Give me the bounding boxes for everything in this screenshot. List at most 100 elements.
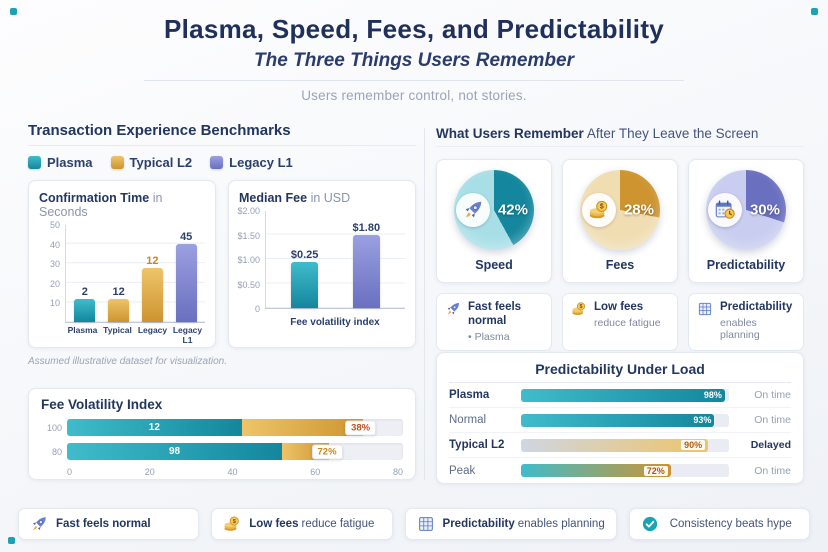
load-bar-track: 90% bbox=[521, 438, 729, 452]
rocket-icon bbox=[445, 301, 461, 317]
remember-title: What Users Remember After They Leave the… bbox=[436, 126, 804, 147]
load-bar-value: 93% bbox=[693, 415, 712, 425]
volatility-track: 98 72% bbox=[67, 443, 403, 460]
load-row: Peak 72% On time bbox=[449, 458, 791, 483]
bar-group: 12 bbox=[137, 225, 167, 322]
load-row-label: Peak bbox=[449, 464, 476, 477]
calendar-icon bbox=[708, 193, 742, 227]
donut-chart: 30% bbox=[706, 170, 786, 250]
footer-cards: Fast feels normal Low fees reduce fatigue… bbox=[18, 508, 810, 540]
note-title: Fast feels normal bbox=[468, 301, 522, 327]
grid-icon bbox=[417, 515, 435, 533]
load-bar-track: 72% bbox=[521, 464, 729, 477]
remember-title-sub: After They Leave the Screen bbox=[586, 126, 759, 141]
median-fee-chart: Median Fee in USD $2.00 $1.50 $1.00 $0.5… bbox=[228, 180, 416, 348]
x-tick: 0 bbox=[67, 467, 73, 477]
volatility-row: 100 12 38% bbox=[41, 419, 403, 436]
y-tick: 10 bbox=[49, 298, 60, 309]
column-divider bbox=[424, 128, 425, 480]
confirmation-bar-value: 45 bbox=[180, 231, 193, 244]
fee-bar-value: $0.25 bbox=[290, 248, 319, 261]
confirmation-bar-value: 12 bbox=[112, 285, 125, 298]
takeaway-card-fees: Low fees reduce fatigue bbox=[211, 508, 393, 540]
benchmarks-section: Transaction Experience Benchmarks Plasma… bbox=[28, 122, 416, 367]
rocket-icon bbox=[456, 193, 490, 227]
page-title: Plasma, Speed, Fees, and Predictability bbox=[163, 14, 665, 44]
note-item-speed: Fast feels normal • Plasma bbox=[436, 293, 552, 351]
takeaway-text: Fast feels normal bbox=[56, 518, 154, 530]
load-row: Typical L2 90% Delayed bbox=[449, 433, 791, 458]
load-title: Predictability Under Load bbox=[449, 361, 791, 383]
volatility-chip: 72% bbox=[311, 444, 343, 459]
plot-wrap: $2.00 $1.50 $1.00 $0.50 0 $0.25 bbox=[237, 206, 405, 314]
donut-label: Speed bbox=[475, 258, 513, 272]
load-bar-fill: 72% bbox=[521, 464, 671, 477]
plot-area: $0.25 $1.80 bbox=[265, 211, 405, 309]
legend-item-plasma: Plasma bbox=[28, 155, 93, 170]
load-bar-value: 90% bbox=[681, 440, 706, 450]
coins-icon bbox=[571, 301, 587, 317]
rocket-icon bbox=[30, 515, 48, 533]
y-tick: $0.50 bbox=[237, 279, 260, 290]
load-panel: Predictability Under Load Plasma 98% On … bbox=[436, 352, 804, 484]
coins-icon bbox=[223, 515, 241, 533]
takeaway-rest: Consistency beats hype bbox=[669, 518, 792, 530]
volatility-y-label: 100 bbox=[46, 422, 62, 433]
note-sub: • Plasma bbox=[468, 330, 510, 343]
x-tick: 80 bbox=[392, 467, 403, 477]
takeaway-bold: Predictability bbox=[442, 518, 515, 530]
takeaway-rest: enables planning bbox=[517, 518, 605, 530]
note-text: Predictability enables planning bbox=[720, 301, 795, 341]
bar-group: $0.25 bbox=[282, 211, 328, 308]
confirmation-bar bbox=[141, 267, 163, 322]
legend-swatch bbox=[28, 156, 41, 169]
legend-label: Plasma bbox=[47, 155, 93, 170]
remember-notes-row: Fast feels normal • Plasma Low fees redu… bbox=[436, 293, 804, 351]
y-tick: 40 bbox=[49, 239, 60, 250]
y-tick: $1.50 bbox=[237, 230, 260, 241]
y-tick: 0 bbox=[254, 304, 260, 314]
load-bar-fill: 98% bbox=[521, 388, 725, 402]
load-status: Delayed bbox=[750, 439, 791, 451]
x-tick: 20 bbox=[144, 467, 155, 477]
note-item-fees: Low fees reduce fatigue bbox=[562, 293, 678, 351]
takeaway-card-consistency: Consistency beats hype bbox=[628, 508, 810, 540]
volatility-y-label: 80 bbox=[51, 446, 62, 457]
donut-card-fees: 28% Fees bbox=[562, 159, 678, 283]
bars: $0.25 $1.80 bbox=[266, 211, 405, 308]
bar-group: $1.80 bbox=[343, 211, 389, 308]
donut-value: 42% bbox=[497, 201, 528, 219]
benchmark-charts-row: Confirmation Time in Seconds 50 40 30 20… bbox=[28, 180, 416, 348]
x-axis-labels: Plasma Typical Legacy Legacy L1 bbox=[65, 325, 205, 346]
confirmation-bar-value: 2 bbox=[81, 285, 88, 298]
note-text: Fast feels normal • Plasma bbox=[468, 301, 543, 343]
load-row-label: Plasma bbox=[449, 389, 490, 401]
x-tick: 60 bbox=[310, 467, 321, 477]
x-tick-label: Legacy L1 bbox=[172, 325, 203, 345]
confirmation-bar bbox=[175, 244, 197, 322]
legend-item-typical-l2: Typical L2 bbox=[110, 155, 192, 170]
page-subtitle: The Three Things Users Remember bbox=[254, 50, 574, 71]
volatility-row: 80 98 72% bbox=[41, 443, 403, 460]
volatility-track: 12 38% bbox=[67, 419, 403, 436]
chart-title-main: Median Fee bbox=[239, 191, 308, 205]
donut-chart: 42% bbox=[454, 170, 534, 250]
chart-title-main: Confirmation Time bbox=[39, 191, 150, 205]
plot-wrap: 50 40 30 20 10 2 12 bbox=[39, 220, 205, 323]
takeaway-text: Consistency beats hype bbox=[667, 518, 792, 530]
volatility-title: Fee Volatility Index bbox=[41, 397, 163, 412]
load-row: Plasma 98% On time bbox=[449, 383, 791, 408]
remember-section: What Users Remember After They Leave the… bbox=[436, 126, 804, 351]
volatility-chart: 100 12 38% 80 98 72% bbox=[41, 419, 403, 477]
y-tick: 20 bbox=[49, 278, 60, 289]
header-divider bbox=[144, 80, 684, 81]
x-tick-label: Typical bbox=[103, 325, 132, 335]
fee-volatility-panel: Fee Volatility Index 100 12 38% 80 98 bbox=[28, 388, 416, 480]
chart-legend: Plasma Typical L2 Legacy L1 bbox=[28, 155, 416, 170]
volatility-bar-teal: 98 bbox=[67, 443, 283, 460]
corner-accent-icon bbox=[8, 537, 15, 544]
note-text: Low fees reduce fatigue bbox=[594, 301, 661, 329]
volatility-bar-label: 12 bbox=[148, 422, 160, 433]
donut-card-predictability: 30% Predictability bbox=[688, 159, 804, 283]
